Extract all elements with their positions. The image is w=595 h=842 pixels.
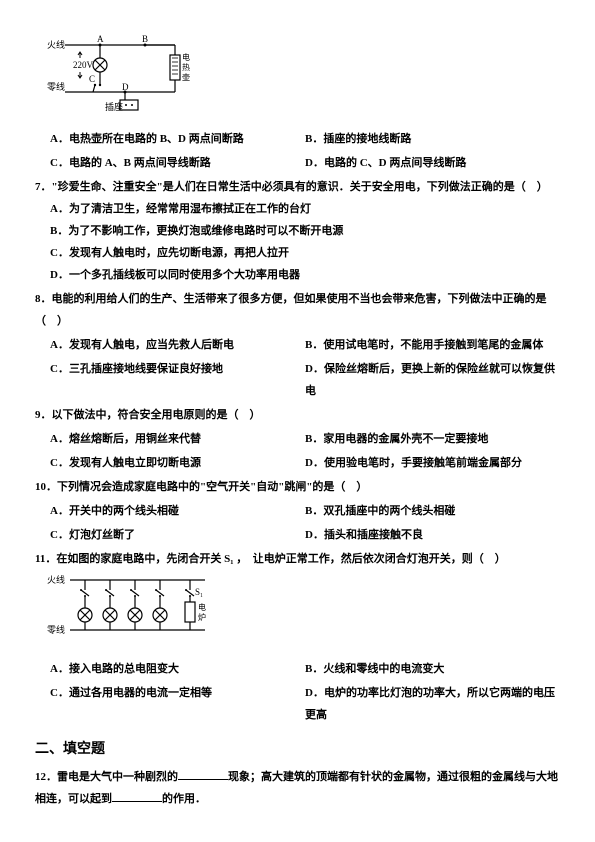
q9-opt-b: B．家用电器的金属外壳不一定要接地 xyxy=(305,428,560,450)
q10-opt-c: C．灯泡灯丝断了 xyxy=(50,524,305,546)
q8-options-ab: A．发现有人触电，应当先救人后断电 B．使用试电笔时，不能用手接触到笔尾的金属体 xyxy=(50,334,560,356)
q12-text-3: 的作用． xyxy=(162,793,206,805)
label-device: 电 xyxy=(182,52,190,62)
label-220v: 220V xyxy=(73,60,94,70)
label-a: A xyxy=(97,34,104,44)
q8-options-cd: C．三孔插座接地线要保证良好接地 D．保险丝熔断后，更换上新的保险丝就可以恢复供… xyxy=(50,358,560,402)
q9-options-cd: C．发现有人触电立即切断电源 D．使用验电笔时，手要接触笔前端金属部分 xyxy=(50,452,560,474)
label-socket: 插座 xyxy=(105,101,123,112)
label-s1: S₁ xyxy=(195,587,203,597)
q6-options-cd: C．电路的 A、B 两点间导线断路 D．电路的 C、D 两点间导线断路 xyxy=(50,152,560,174)
blank-1 xyxy=(178,767,228,780)
label-live-2: 火线 xyxy=(47,574,65,585)
label-neutral-2: 零线 xyxy=(47,624,65,635)
q7-text: 7．"珍爱生命、注重安全"是人们在日常生活中必须具有的意识．关于安全用电，下列做… xyxy=(35,176,560,198)
q10-text: 10．下列情况会造成家庭电路中的"空气开关"自动"跳闸"的是（ ） xyxy=(35,476,560,498)
svg-text:热: 热 xyxy=(182,62,190,72)
q7-opt-b: B．为了不影响工作，更换灯泡或维修电路时可以不断开电源 xyxy=(50,220,560,242)
lamp-branch-1 xyxy=(78,580,92,630)
label-d: D xyxy=(122,82,129,92)
blank-2 xyxy=(112,789,162,802)
q8-text: 8．电能的利用给人们的生产、生活带来了很多方便，但如果使用不当也会带来危害，下列… xyxy=(35,288,560,332)
q10-options-ab: A．开关中的两个线头相碰 B．双孔插座中的两个线头相碰 xyxy=(50,500,560,522)
label-c: C xyxy=(89,74,95,84)
q9-opt-d: D．使用验电笔时，手要接触笔前端金属部分 xyxy=(305,452,560,474)
q9-opt-c: C．发现有人触电立即切断电源 xyxy=(50,452,305,474)
q12-text: 12．雷电是大气中一种剧烈的现象；高大建筑的顶端都有针状的金属物，通过很粗的金属… xyxy=(35,766,560,810)
circuit-diagram-2: 火线 零线 xyxy=(45,570,560,653)
q11-opt-d: D．电炉的功率比灯泡的功率大，所以它两端的电压更高 xyxy=(305,682,560,726)
q7-opt-d: D．一个多孔插线板可以同时使用多个大功率用电器 xyxy=(50,264,560,286)
q10-opt-b: B．双孔插座中的两个线头相碰 xyxy=(305,500,560,522)
q12-text-1: 12．雷电是大气中一种剧烈的 xyxy=(35,771,178,783)
section-2-title: 二、填空题 xyxy=(35,736,560,764)
circuit-diagram-1: 火线 A B 220V 电 热 壶 零线 C D 插座 xyxy=(45,30,560,123)
q10-options-cd: C．灯泡灯丝断了 D．插头和插座接触不良 xyxy=(50,524,560,546)
label-live: 火线 xyxy=(47,39,65,50)
q8-opt-a: A．发现有人触电，应当先救人后断电 xyxy=(50,334,305,356)
label-b: B xyxy=(142,34,148,44)
label-neutral: 零线 xyxy=(47,81,65,92)
q6-opt-d: D．电路的 C、D 两点间导线断路 xyxy=(305,152,560,174)
q10-opt-d: D．插头和插座接触不良 xyxy=(305,524,560,546)
q11-opt-b: B．火线和零线中的电流变大 xyxy=(305,658,560,680)
lamp-branch-4 xyxy=(153,580,167,630)
q6-opt-b: B．插座的接地线断路 xyxy=(305,128,560,150)
q8-opt-d: D．保险丝熔断后，更换上新的保险丝就可以恢复供电 xyxy=(305,358,560,402)
q11-opt-c: C．通过各用电器的电流一定相等 xyxy=(50,682,305,726)
q8-opt-b: B．使用试电笔时，不能用手接触到笔尾的金属体 xyxy=(305,334,560,356)
q7-opt-c: C．发现有人触电时，应先切断电源，再把人拉开 xyxy=(50,242,560,264)
svg-text:炉: 炉 xyxy=(198,612,206,622)
q10-opt-a: A．开关中的两个线头相碰 xyxy=(50,500,305,522)
lamp-branch-3 xyxy=(128,580,142,630)
q11-options-ab: A．接入电路的总电阻变大 B．火线和零线中的电流变大 xyxy=(50,658,560,680)
q6-opt-c: C．电路的 A、B 两点间导线断路 xyxy=(50,152,305,174)
svg-text:壶: 壶 xyxy=(182,72,190,82)
q6-opt-a: A．电热壶所在电路的 B、D 两点间断路 xyxy=(50,128,305,150)
q6-options-ab: A．电热壶所在电路的 B、D 两点间断路 B．插座的接地线断路 xyxy=(50,128,560,150)
q9-options-ab: A．熔丝熔断后，用铜丝来代替 B．家用电器的金属外壳不一定要接地 xyxy=(50,428,560,450)
q9-text: 9．以下做法中，符合安全用电原则的是（ ） xyxy=(35,404,560,426)
q11-text: 11．在如图的家庭电路中，先闭合开关 S₁ ， 让电炉正常工作，然后依次闭合灯泡… xyxy=(35,548,560,570)
q9-opt-a: A．熔丝熔断后，用铜丝来代替 xyxy=(50,428,305,450)
q11-opt-a: A．接入电路的总电阻变大 xyxy=(50,658,305,680)
lamp-branch-2 xyxy=(103,580,117,630)
q11-options-cd: C．通过各用电器的电流一定相等 D．电炉的功率比灯泡的功率大，所以它两端的电压更… xyxy=(50,682,560,726)
label-stove: 电 xyxy=(198,602,206,612)
stove-branch: S₁ 电 炉 xyxy=(185,580,206,630)
q7-opt-a: A．为了清洁卫生，经常常用湿布擦拭正在工作的台灯 xyxy=(50,198,560,220)
q8-opt-c: C．三孔插座接地线要保证良好接地 xyxy=(50,358,305,402)
